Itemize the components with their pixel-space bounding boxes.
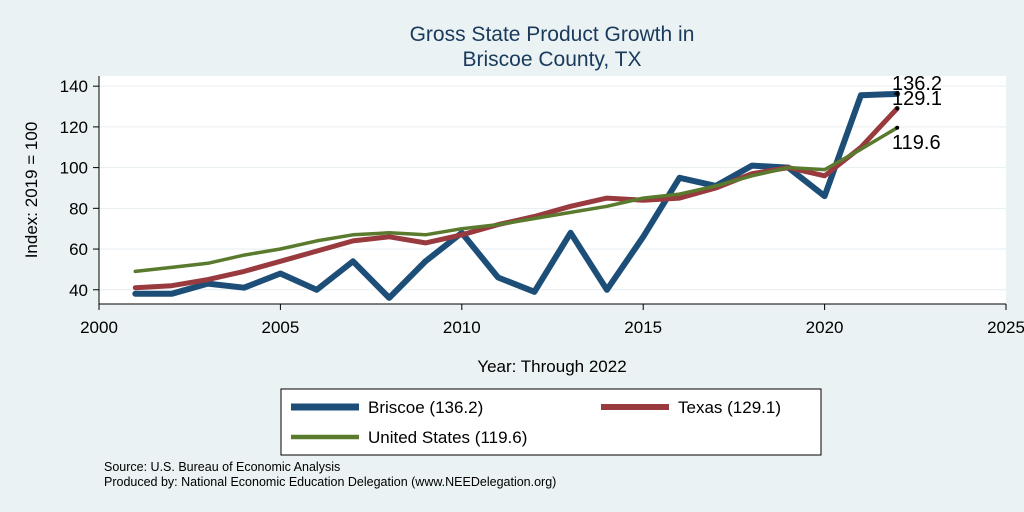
y-tick-label: 40 (69, 281, 88, 300)
y-tick-label: 60 (69, 240, 88, 259)
x-tick-label: 2020 (806, 318, 844, 337)
x-tick-label: 2010 (443, 318, 481, 337)
y-axis-title: Index: 2019 = 100 (22, 122, 41, 259)
grid-lines (99, 85, 1006, 291)
series-line-briscoe (132, 90, 901, 301)
chart-subtitle: Briscoe County, TX (463, 48, 642, 71)
x-axis-title: Year: Through 2022 (477, 357, 626, 376)
legend-box (280, 388, 822, 456)
end-label: 136.2 (892, 73, 942, 95)
chart-title: Gross State Product Growth in (410, 23, 695, 46)
series-line-united-states (133, 125, 899, 274)
end-point-marker (895, 91, 900, 96)
end-label: 119.6 (892, 132, 941, 154)
y-tick-label: 100 (60, 159, 88, 178)
end-point-marker (895, 106, 900, 111)
x-tick-label: 2015 (624, 318, 662, 337)
y-tick-label: 120 (60, 118, 88, 137)
x-tick-label: 2005 (261, 318, 299, 337)
y-tick-label: 140 (60, 77, 88, 96)
series-lines (132, 90, 901, 301)
x-tick-label: 2025 (987, 318, 1024, 337)
plot-area (99, 76, 1006, 304)
producer-note: Produced by: National Economic Education… (104, 475, 556, 489)
legend-label: United States (119.6) (368, 428, 527, 447)
axes: 40 60 80 100 120 140 2000 2005 2010 2015 2020 2025 (60, 76, 1024, 337)
end-label: 129.1 (892, 88, 942, 110)
y-tick-label: 80 (69, 199, 88, 218)
end-point-marker (895, 125, 900, 130)
legend-label: Texas (129.1) (678, 398, 781, 417)
legend-label: Briscoe (136.2) (368, 398, 483, 417)
legend: Briscoe (136.2) Texas (129.1) United State… (280, 388, 822, 456)
x-tick-label: 2000 (80, 318, 118, 337)
source-note: Source: U.S. Bureau of Economic Analysis (104, 460, 340, 474)
